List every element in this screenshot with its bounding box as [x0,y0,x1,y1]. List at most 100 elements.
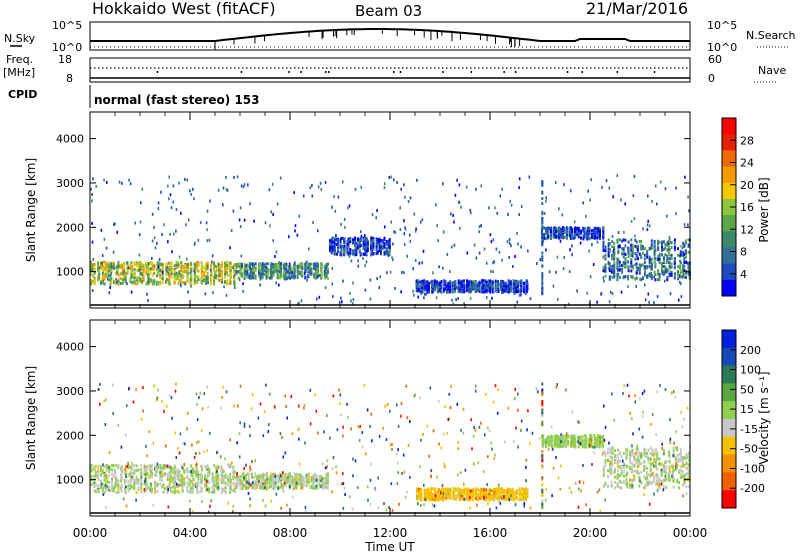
range-cell [90,282,93,286]
range-cell [525,279,528,283]
range-cell [90,265,93,269]
range-cell [627,255,630,259]
range-cell [423,283,426,287]
range-cell [658,258,661,261]
range-cell [662,247,665,251]
range-cell [232,465,235,469]
range-cell [560,229,563,233]
range-cell [93,476,96,480]
range-cell [173,272,176,276]
range-cell [677,277,679,281]
freq-ticks [156,71,656,73]
range-cell [230,229,233,232]
range-cell [366,247,369,251]
range-cell [213,489,216,493]
range-cell [133,482,136,486]
range-cell [206,479,209,483]
range-cell [157,265,160,269]
range-cell [270,263,273,267]
range-cell [664,187,667,191]
range-cell [261,263,264,267]
freq-marker [324,71,327,73]
range-cell [226,188,229,192]
range-cell [97,467,100,471]
range-cell [443,283,445,287]
range-cell [112,266,115,270]
range-cell [127,489,130,493]
range-cell [490,282,493,286]
range-cell [112,464,115,467]
range-cell [562,226,564,230]
range-cell [90,467,93,471]
range-cell [139,279,142,283]
range-cell [568,230,571,234]
range-cell [221,272,223,276]
range-cell [120,476,123,480]
range-cell [243,478,245,481]
range-cell [261,476,263,480]
range-cell [149,484,152,488]
range-cell [417,288,420,292]
range-cell [515,290,518,294]
range-cell [98,272,101,276]
range-cell [325,274,328,278]
range-cell [668,272,671,276]
range-cell [270,275,273,279]
range-cell [320,262,323,266]
range-cell [642,227,644,231]
range-cell [654,184,657,188]
range-cell [648,261,651,264]
range-cell [278,260,280,264]
range-cell [261,481,263,485]
range-cell [227,483,230,487]
range-cell [420,220,422,224]
range-cell [178,255,181,259]
range-cell [168,197,170,201]
range-cell [574,232,576,236]
range-cell [394,287,396,290]
range-cell [206,277,209,281]
range-cell [215,467,218,471]
range-cell [227,478,230,482]
range-cell [624,244,627,248]
range-cell [607,242,610,246]
range-cell [602,236,605,240]
range-cell [200,482,203,485]
range-cell [461,289,464,293]
range-cell [221,263,223,267]
range-cell [634,238,637,242]
range-cell [103,178,105,182]
range-cell [186,279,189,283]
range-cell [243,218,246,222]
range-cell [203,278,206,282]
range-cell [469,208,471,212]
range-cell [216,486,218,490]
range-cell [204,281,207,285]
range-cell [90,268,93,272]
range-cell [304,275,307,279]
range-cell [635,265,638,269]
range-cell [308,476,310,480]
range-cell [401,270,403,274]
range-cell [130,261,133,265]
range-cell [271,486,274,490]
range-cell [151,261,154,265]
range-cell [602,232,605,236]
range-cell [494,286,497,290]
range-cell [180,464,183,468]
range-cell [266,474,268,478]
range-cell [457,286,460,290]
range-cell [121,268,124,272]
range-cell [235,266,238,270]
range-cell [646,250,649,254]
range-cell [665,261,668,265]
range-cell [310,477,313,481]
range-cell [293,264,296,268]
range-cell [151,273,154,277]
range-cell [253,271,255,275]
range-cell [253,268,255,272]
range-cell [246,270,249,274]
range-cell [624,265,627,269]
range-cell [383,242,386,246]
range-cell [593,236,596,240]
